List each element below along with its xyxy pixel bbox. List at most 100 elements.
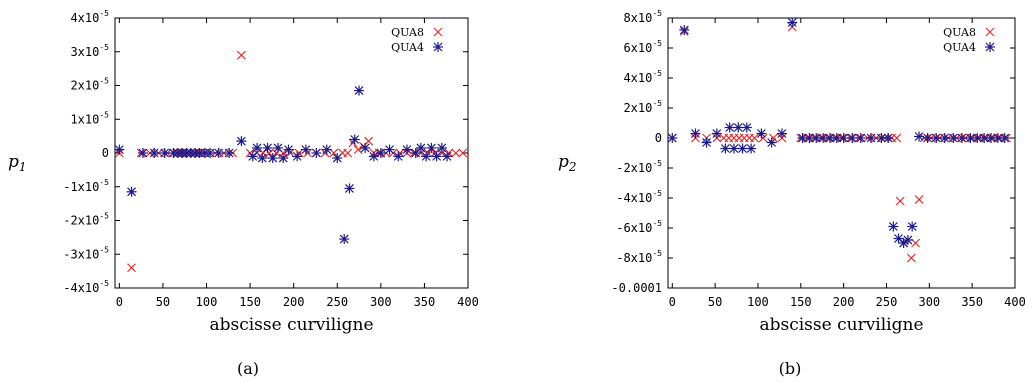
data-point: [758, 133, 768, 143]
y-tick-label: -4x10-5: [63, 279, 109, 295]
data-point: [939, 133, 950, 143]
data-point: [360, 142, 371, 153]
y-tick-label: -2x10-5: [63, 212, 109, 228]
y-tick-label: 6x10-5: [623, 39, 662, 55]
y-tick-label: 0: [102, 146, 109, 160]
data-point: [264, 148, 274, 158]
data-point: [224, 148, 235, 158]
data-point: [956, 133, 967, 143]
data-point: [137, 148, 148, 158]
data-point: [213, 148, 224, 158]
x-tick-label: 50: [156, 295, 170, 309]
data-point: [339, 234, 350, 245]
data-point: [332, 153, 343, 164]
x-axis-label: abscisse curviligne: [759, 315, 923, 335]
data-point: [892, 133, 902, 143]
data-point: [797, 133, 808, 143]
y-tick-label: 0: [655, 131, 662, 145]
data-point: [127, 263, 136, 273]
data-point: [922, 133, 933, 143]
data-point: [667, 133, 678, 143]
plot-frame: [667, 17, 1016, 289]
y-tick-label: -3x10-5: [63, 245, 109, 261]
x-axis-label: abscisse curviligne: [209, 315, 373, 335]
data-point: [321, 144, 332, 155]
x-tick-label: 200: [833, 295, 855, 309]
y-tick-label: 2x10-5: [70, 77, 109, 93]
data-point: [300, 144, 311, 155]
data-point: [401, 144, 412, 155]
data-point: [724, 122, 735, 133]
data-point: [720, 143, 731, 154]
data-point: [451, 148, 461, 158]
legend-marker: [985, 42, 995, 52]
data-point: [114, 144, 125, 155]
series-qua4: [114, 85, 453, 245]
legend-label: QUA4: [391, 41, 424, 54]
data-point: [149, 148, 160, 158]
data-point: [257, 153, 268, 164]
data-point: [911, 238, 921, 248]
y-tick-label: -4x10-5: [616, 189, 662, 205]
data-point: [999, 133, 1010, 143]
data-point: [746, 143, 757, 154]
data-point: [384, 144, 395, 155]
data-point: [431, 151, 442, 162]
data-point: [914, 195, 924, 204]
data-point: [766, 137, 777, 148]
data-point: [679, 25, 690, 35]
legend-marker: [433, 27, 443, 37]
data-point: [252, 142, 263, 153]
series-qua8: [114, 50, 468, 273]
x-tick-label: 400: [1004, 295, 1026, 309]
y-tick-label: -1x10-5: [63, 178, 109, 194]
series-qua4: [667, 17, 1010, 248]
legend-marker: [985, 27, 995, 37]
x-tick-label: 400: [457, 295, 479, 309]
x-tick-label: 50: [708, 295, 722, 309]
x-tick-label: 0: [116, 295, 123, 309]
data-point: [364, 136, 374, 146]
data-point: [728, 143, 739, 154]
data-point: [311, 148, 322, 158]
data-point: [292, 151, 303, 162]
data-point: [415, 142, 426, 153]
data-point: [690, 128, 701, 139]
data-point: [931, 133, 942, 143]
data-point: [888, 221, 899, 232]
data-point: [906, 253, 916, 263]
x-tick-label: 150: [239, 295, 261, 309]
data-point: [883, 133, 894, 143]
y-tick-label: -2x10-5: [616, 159, 662, 175]
data-point: [818, 133, 829, 143]
data-point: [344, 183, 355, 194]
data-point: [847, 133, 858, 143]
data-point: [737, 143, 748, 154]
data-point: [907, 221, 918, 232]
data-point: [343, 148, 353, 158]
y-tick-label: -6x10-5: [616, 219, 662, 235]
data-point: [750, 133, 759, 143]
x-tick-label: 250: [326, 295, 348, 309]
data-point: [741, 122, 752, 133]
legend-label: QUA8: [943, 26, 976, 39]
data-point: [768, 133, 778, 143]
data-point: [126, 186, 137, 197]
x-tick-label: 0: [669, 295, 676, 309]
data-point: [353, 145, 363, 155]
data-point: [442, 151, 453, 162]
panel-caption: (b): [779, 359, 802, 378]
data-point: [866, 133, 877, 143]
y-axis-label: p2: [558, 152, 577, 174]
data-point: [354, 85, 365, 96]
x-tick-label: 250: [876, 295, 898, 309]
data-point: [426, 142, 437, 153]
x-tick-label: 350: [961, 295, 983, 309]
data-point: [271, 148, 281, 158]
legend-marker: [433, 42, 443, 52]
data-point: [436, 142, 447, 153]
data-point: [421, 151, 432, 162]
data-point: [824, 133, 835, 143]
x-tick-label: 200: [283, 295, 305, 309]
